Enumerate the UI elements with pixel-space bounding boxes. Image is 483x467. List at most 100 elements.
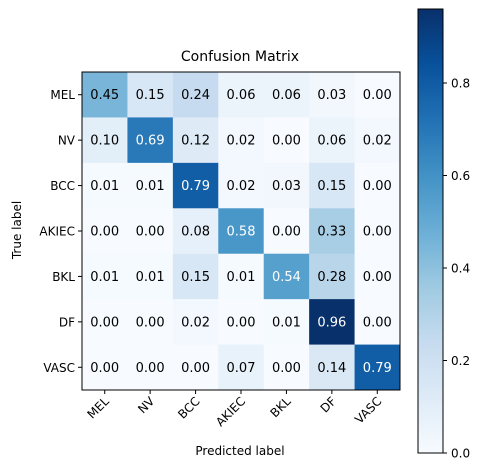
heatmap-cell	[82, 344, 128, 391]
heatmap-cell	[172, 299, 219, 346]
colorbar-ticks: 0.0 0.2 0.4 0.6 0.8	[443, 77, 470, 461]
heatmap-cell	[82, 72, 128, 118]
x-tick-label: DF	[318, 394, 339, 415]
cell-value-label: 0.69	[136, 134, 165, 149]
heatmap-cell	[218, 208, 265, 255]
cell-value-label: 0.10	[90, 134, 119, 149]
heatmap-cell	[127, 117, 174, 164]
heatmap-cell	[263, 208, 310, 255]
cell-value-label: 0.01	[136, 270, 165, 285]
cell-value-label: 0.45	[90, 88, 119, 103]
heatmap-cell	[172, 117, 219, 164]
heatmap-cell	[354, 344, 401, 391]
y-tick-label: AKIEC	[39, 225, 75, 239]
heatmap-cell	[309, 344, 356, 391]
x-tick-label: VASC	[352, 394, 384, 426]
heatmap-cell	[309, 299, 356, 346]
cell-value-label: 0.00	[363, 179, 392, 194]
heatmap-cells	[82, 72, 401, 391]
cell-value-label: 0.00	[363, 315, 392, 330]
heatmap-cell	[263, 344, 310, 391]
heatmap-cell	[309, 253, 356, 300]
heatmap-cell	[82, 162, 128, 209]
cell-value-label: 0.96	[317, 315, 346, 330]
cell-value-label: 0.07	[227, 361, 256, 376]
cell-value-label: 0.00	[272, 361, 301, 376]
x-axis-ticks: MEL NV BCC AKIEC BKL DF VASC	[85, 390, 384, 429]
cell-value-label: 0.12	[181, 134, 210, 149]
cell-value-label: 0.00	[272, 134, 301, 149]
colorbar-tick-label: 0.4	[451, 262, 470, 276]
cell-value-label: 0.15	[181, 270, 210, 285]
cell-value-label: 0.06	[272, 88, 301, 103]
heatmap-cell	[172, 344, 219, 391]
heatmap-cell	[127, 162, 174, 209]
cell-value-label: 0.24	[181, 88, 210, 103]
heatmap-cell	[354, 299, 401, 346]
y-tick-label: MEL	[50, 88, 75, 102]
heatmap-cell	[218, 162, 265, 209]
cell-value-label: 0.02	[227, 134, 256, 149]
heatmap-cell	[263, 253, 310, 300]
heatmap-cell	[127, 72, 174, 118]
heatmap-cell	[263, 299, 310, 346]
heatmap-cell	[309, 72, 356, 118]
heatmap-cell	[354, 208, 401, 255]
x-tick-label: NV	[135, 394, 158, 417]
cell-value-label: 0.01	[90, 270, 119, 285]
cell-value-label: 0.01	[227, 270, 256, 285]
cell-value-label: 0.54	[272, 270, 301, 285]
colorbar	[417, 8, 444, 454]
cell-value-label: 0.00	[136, 225, 165, 240]
chart-title: Confusion Matrix	[181, 49, 299, 65]
y-tick-label: NV	[58, 134, 76, 148]
cell-value-label: 0.01	[90, 179, 119, 194]
y-tick-label: VASC	[43, 361, 75, 375]
heatmap-cell	[263, 72, 310, 118]
heatmap-cell	[82, 253, 128, 300]
cell-value-label: 0.00	[363, 270, 392, 285]
y-axis-ticks: MEL NV BCC AKIEC BKL DF VASC	[39, 88, 82, 375]
cell-value-label: 0.01	[136, 179, 165, 194]
heatmap-cell	[354, 253, 401, 300]
cell-value-label: 0.79	[363, 361, 392, 376]
heatmap-cell	[354, 117, 401, 164]
heatmap-cell	[82, 299, 128, 346]
colorbar-tick-label: 0.6	[451, 169, 470, 183]
colorbar-tick-label: 0.2	[451, 354, 470, 368]
cell-value-label: 0.02	[181, 315, 210, 330]
x-tick-label: BKL	[268, 394, 294, 420]
cell-value-label: 0.58	[227, 225, 256, 240]
cell-value-label: 0.15	[317, 179, 346, 194]
x-tick-label: MEL	[85, 394, 113, 422]
heatmap-cell	[82, 117, 128, 164]
heatmap-cell	[218, 299, 265, 346]
cell-value-label: 0.02	[363, 134, 392, 149]
colorbar-tick-label: 0.8	[451, 77, 470, 91]
heatmap-cell	[82, 208, 128, 255]
cell-value-label: 0.33	[317, 225, 346, 240]
cell-value-label: 0.06	[227, 88, 256, 103]
heatmap-cell	[354, 162, 401, 209]
heatmap-cell	[218, 344, 265, 391]
cell-value-label: 0.79	[181, 179, 210, 194]
y-tick-label: BKL	[52, 270, 75, 284]
cell-value-label: 0.00	[272, 225, 301, 240]
heatmap-cell-labels: 0.45 0.15 0.24 0.06 0.06 0.03 0.00 0.10 0.69 0.12…	[90, 88, 392, 376]
heatmap-cell	[218, 253, 265, 300]
heatmap-cell	[309, 162, 356, 209]
cell-value-label: 0.00	[136, 315, 165, 330]
y-tick-label: BCC	[50, 179, 75, 193]
colorbar-tick-label: 0.0	[451, 447, 470, 461]
cell-value-label: 0.02	[227, 179, 256, 194]
heatmap-cell	[354, 72, 401, 118]
cell-value-label: 0.00	[90, 361, 119, 376]
heatmap-cell	[309, 117, 356, 164]
heatmap-cell	[218, 117, 265, 164]
x-tick-label: AKIEC	[213, 394, 248, 429]
cell-value-label: 0.15	[136, 88, 165, 103]
heatmap-cell	[172, 162, 219, 209]
cell-value-label: 0.06	[317, 134, 346, 149]
heatmap-cell	[127, 344, 174, 391]
